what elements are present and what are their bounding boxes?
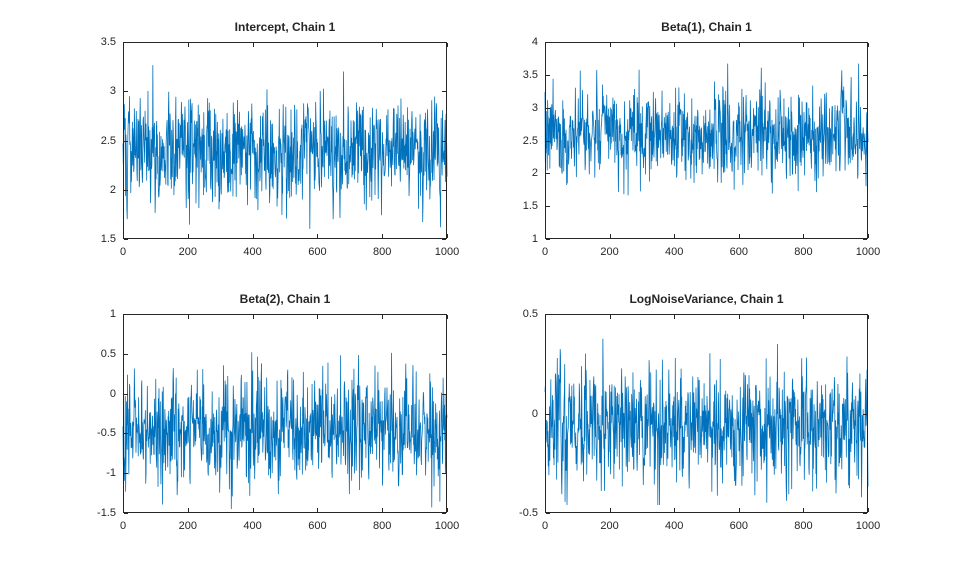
subplot-intercept-chain-1: Intercept, Chain 1 0 200 400 600 800 1000 1.5 2…	[101, 20, 460, 258]
mcmc-trace-line	[122, 352, 448, 510]
y-tick-label: 0.5	[522, 308, 538, 320]
x-tick-label: 800	[373, 246, 392, 258]
x-tick-label: 600	[729, 520, 748, 532]
x-tick-label: 0	[119, 246, 127, 258]
x-tick-label: 0	[541, 246, 549, 258]
subplot-lognoisevariance-chain-1: LogNoiseVariance, Chain 1 0 200 400 600 800 1…	[519, 292, 880, 532]
trace-plot	[122, 42, 448, 240]
y-tick-label: 1	[109, 308, 116, 320]
y-tick-label: 0	[109, 387, 116, 400]
x-tick-label: 1000	[434, 520, 460, 532]
y-tick-label: 2.5	[522, 134, 538, 147]
y-tick-label: 3	[109, 85, 116, 98]
subplot-beta1-chain-1: Beta(1), Chain 1 0 200 400 600 800 1000 1 1.5 2 2…	[523, 20, 881, 258]
trace-plot	[544, 42, 869, 240]
y-tick-label: 3.5	[522, 68, 538, 81]
y-tick-label: 4	[531, 36, 538, 48]
chart-title: Intercept, Chain 1	[234, 20, 336, 34]
axis-box	[545, 42, 868, 239]
chart-title: Beta(2), Chain 1	[239, 292, 331, 306]
y-tick-label: -1.5	[97, 507, 116, 519]
y-tick-label: 2	[109, 183, 116, 196]
chart-title: Beta(1), Chain 1	[661, 20, 752, 34]
y-tick-label: 0	[531, 407, 538, 420]
x-tick-label: 600	[308, 246, 327, 258]
chart-title: LogNoiseVariance, Chain 1	[629, 292, 784, 306]
x-tick-label: 600	[308, 520, 327, 532]
x-tick-label: 400	[665, 246, 684, 258]
y-tick-label: 2.5	[100, 134, 116, 147]
x-tick-label: 0	[541, 520, 549, 532]
x-tick-label: 1000	[855, 246, 881, 258]
x-tick-label: 1000	[434, 246, 460, 258]
y-tick-label: 1.5	[522, 200, 538, 213]
y-tick-label: -0.5	[97, 427, 116, 440]
x-tick-label: 800	[794, 246, 813, 258]
mcmc-trace-line	[544, 338, 869, 506]
axis-box	[545, 314, 868, 513]
y-tick-label: 0.5	[100, 347, 116, 360]
x-tick-label: 400	[243, 520, 262, 532]
x-tick-label: 200	[178, 520, 197, 532]
x-tick-label: 200	[600, 246, 619, 258]
axis-box	[123, 42, 447, 239]
trace-plot	[122, 314, 448, 514]
x-tick-label: 200	[178, 246, 197, 258]
x-tick-label: 400	[243, 246, 262, 258]
y-tick-label: -1	[106, 467, 116, 480]
x-tick-label: 800	[794, 520, 813, 532]
x-tick-label: 600	[729, 246, 748, 258]
y-tick-label: -0.5	[519, 507, 538, 519]
trace-plot	[544, 314, 869, 514]
x-tick-label: 0	[119, 520, 127, 532]
y-tick-label: 3	[531, 101, 538, 114]
mcmc-trace-line	[544, 63, 869, 196]
x-tick-label: 400	[665, 520, 684, 532]
subplot-beta2-chain-1: Beta(2), Chain 1 0 200 400 600 800 1000 -1.5 -1…	[97, 292, 459, 532]
y-tick-label: 1.5	[100, 233, 116, 245]
axis-box	[123, 314, 447, 513]
mcmc-trace-line	[122, 65, 448, 229]
x-tick-label: 800	[373, 520, 392, 532]
y-tick-label: 1	[531, 233, 538, 245]
y-tick-label: 2	[531, 167, 538, 180]
y-tick-label: 3.5	[100, 36, 116, 48]
x-tick-label: 1000	[855, 520, 881, 532]
x-tick-label: 200	[600, 520, 619, 532]
